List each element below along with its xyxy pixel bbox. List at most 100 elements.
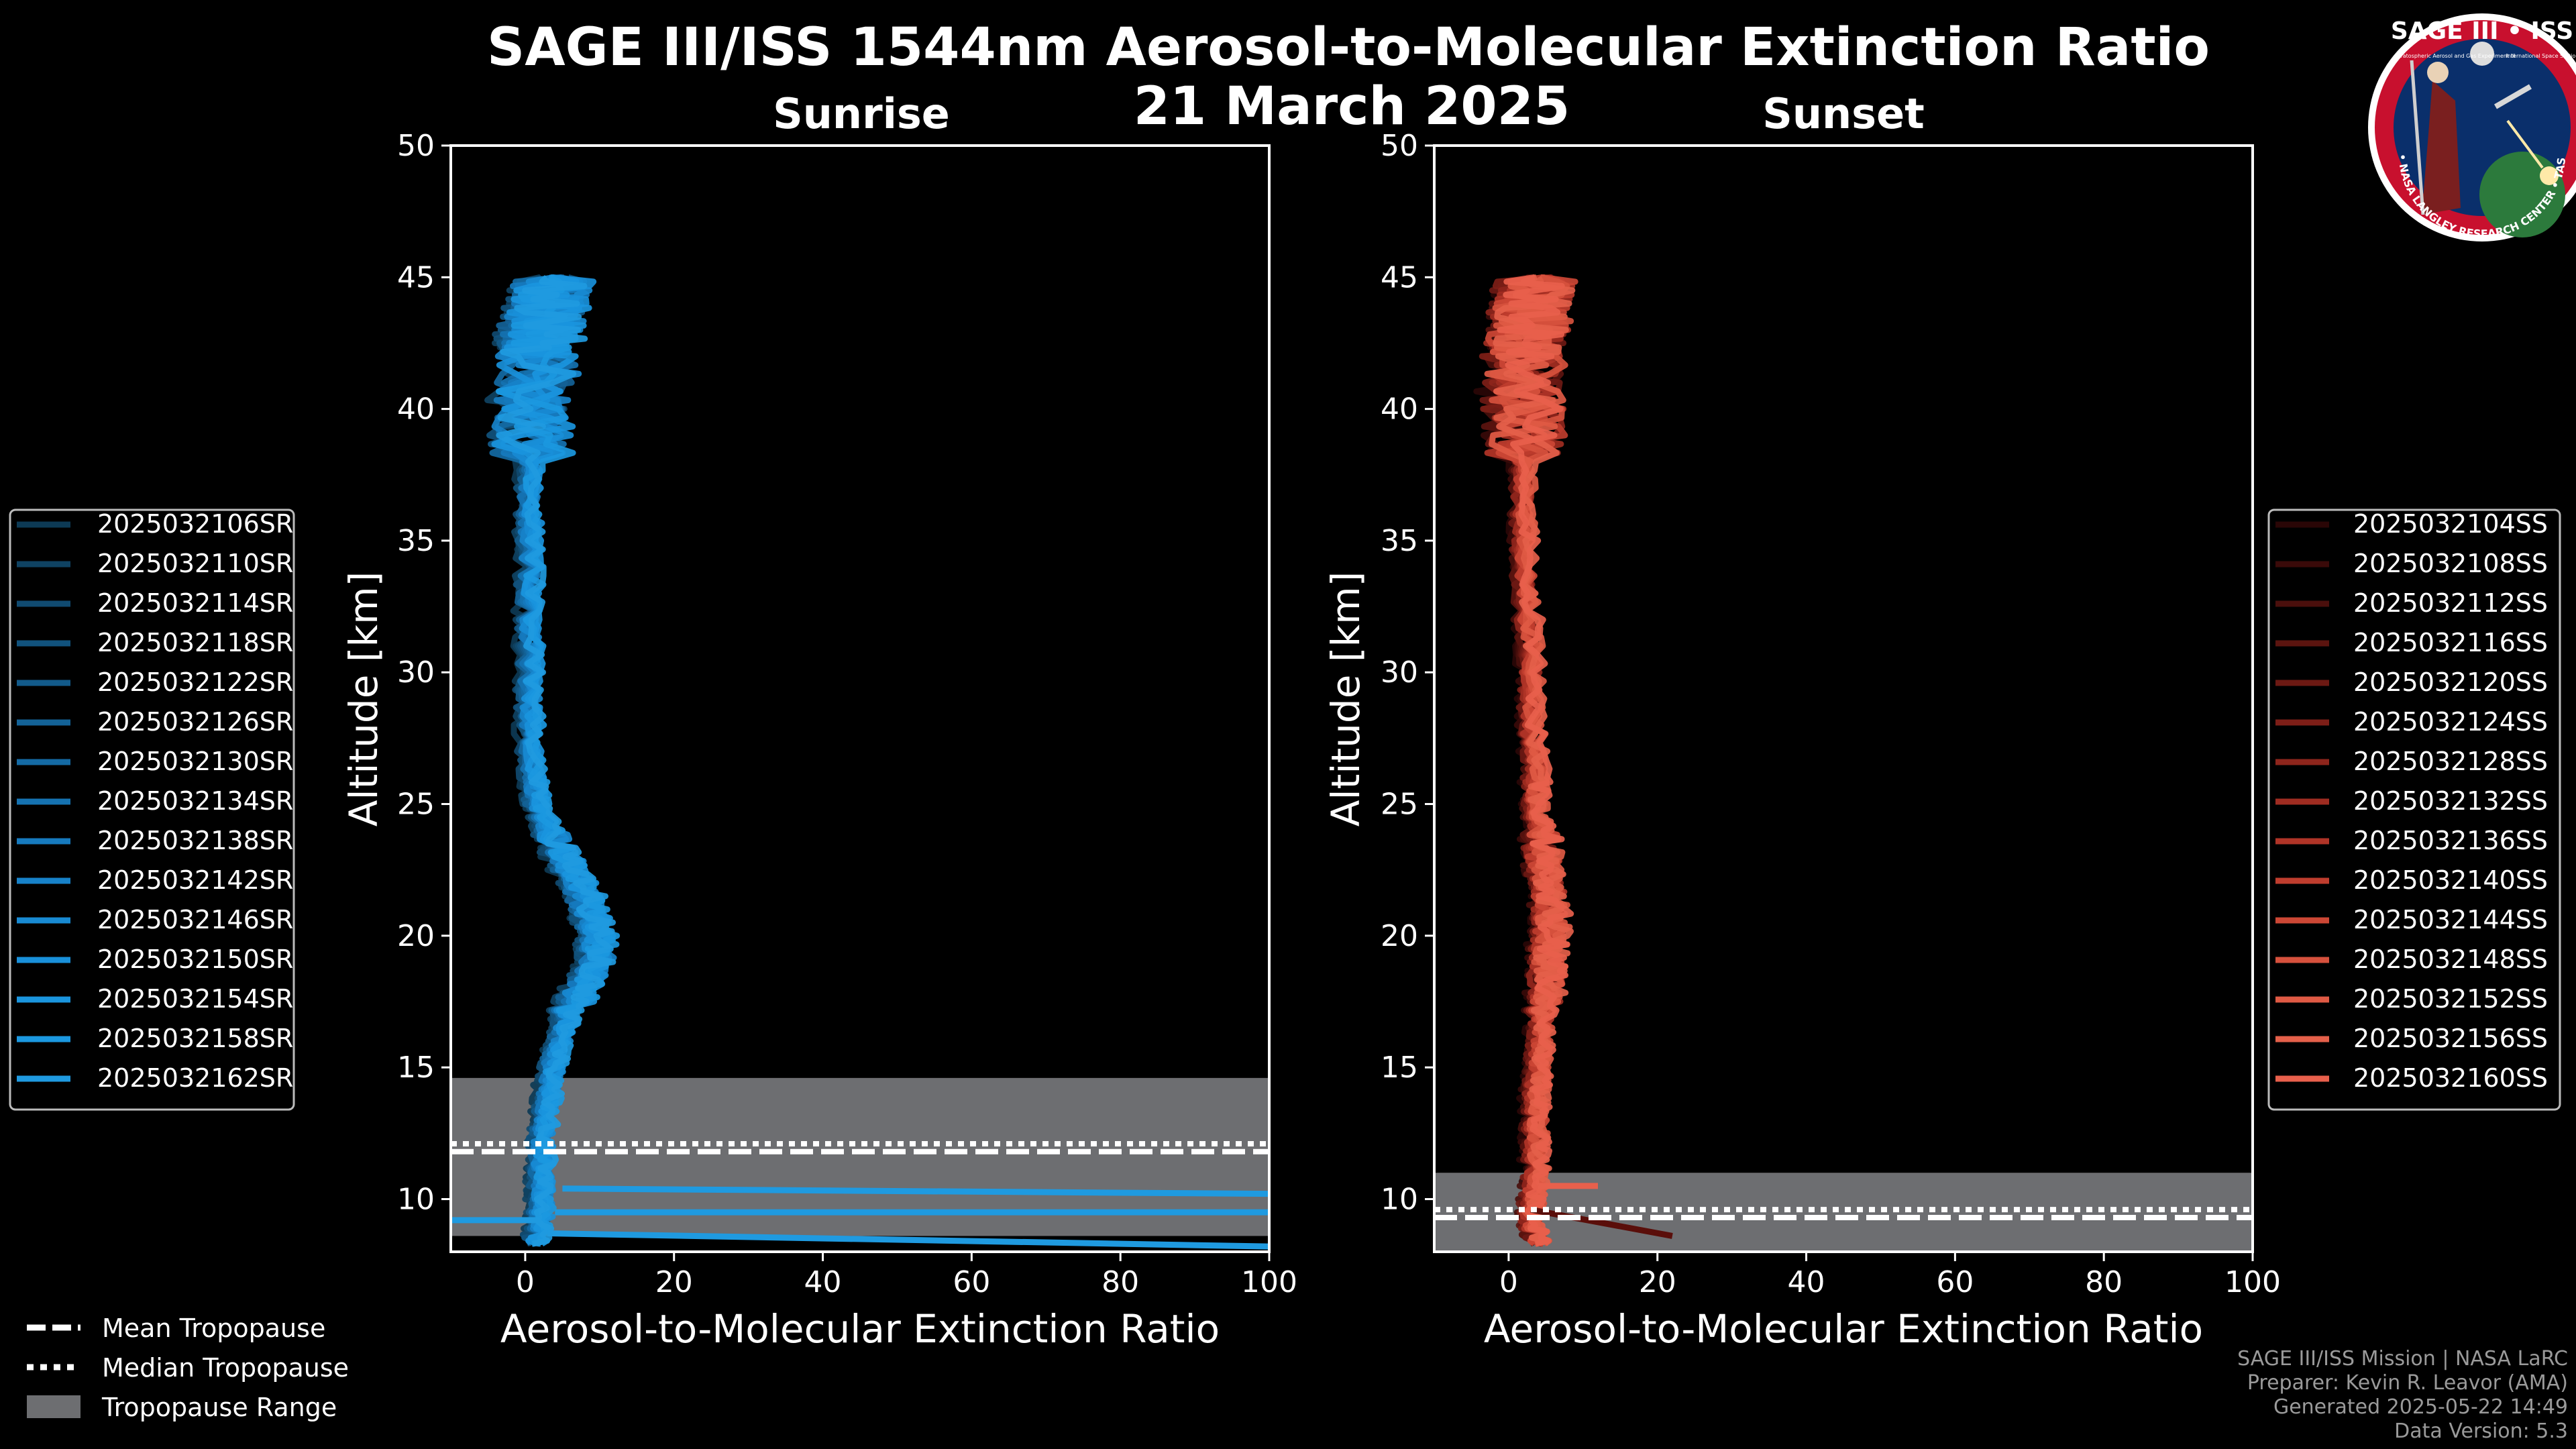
legend-label-2025032158SR: 2025032158SR (97, 1024, 293, 1053)
sunset-legend-box (2267, 508, 2561, 1111)
sunset-y-tick-label: 10 (1381, 1182, 1418, 1216)
sunset-y-axis-label: Altitude [km] (1323, 572, 1368, 826)
legend-label-2025032116SS: 2025032116SS (2353, 628, 2548, 657)
credit-mission: SAGE III/ISS Mission | NASA LaRC (2237, 1347, 2568, 1371)
sunrise-panel: 0 20 40 60 80 100 50 10 15 20 25 30 35 40 45 Aerosol-t… (341, 129, 1297, 1352)
sunset-low-level-streak (1530, 1206, 1673, 1239)
sunrise-x-tick-label: 100 (1241, 1265, 1297, 1299)
sunset-y-tick-label: 30 (1381, 655, 1418, 690)
sunrise-y-tick-label: 50 (397, 129, 435, 163)
sunrise-plot-area (451, 146, 1269, 1252)
sunrise-legend-box (9, 508, 295, 1111)
sun-beam-icon (2506, 119, 2544, 169)
staff-icon (2410, 60, 2425, 215)
sunset-legend: 2025032104SS 2025032108SS 2025032112SS 2025… (2267, 508, 2561, 1111)
legend-label-2025032136SS: 2025032136SS (2353, 826, 2548, 855)
legend-label-2025032132SS: 2025032132SS (2353, 786, 2548, 816)
legend-label-2025032138SR: 2025032138SR (97, 826, 293, 855)
tropopause-range-label: Tropopause Range (101, 1393, 337, 1422)
legend-label-2025032104SS: 2025032104SS (2353, 509, 2548, 539)
sunrise-x-tick-label: 60 (953, 1265, 990, 1299)
credits: SAGE III/ISS Mission | NASA LaRC Prepare… (2237, 1347, 2568, 1443)
sunrise-axes-frame (449, 144, 1271, 1253)
sunset-panel: 0 20 40 60 80 100 50 10 15 20 25 30 35 40 45 Aerosol-t… (1323, 129, 2281, 1352)
sunrise-y-tick-label: 25 (397, 788, 435, 822)
sunset-y-tick-label: 35 (1381, 524, 1418, 558)
legend-label-2025032128SS: 2025032128SS (2353, 747, 2548, 776)
sunset-y-tick-label: 20 (1381, 919, 1418, 953)
credit-preparer: Preparer: Kevin R. Leavor (AMA) (2247, 1371, 2568, 1395)
mean-tropopause-label: Mean Tropopause (102, 1313, 325, 1343)
legend-label-2025032146SR: 2025032146SR (97, 905, 293, 934)
sunrise-panel-title: Sunrise (773, 89, 950, 138)
sunset-x-tick-label: 20 (1639, 1265, 1676, 1299)
sunset-y-tick-label: 25 (1381, 788, 1418, 822)
sunset-x-tick-label: 40 (1788, 1265, 1825, 1299)
tropopause-range-swatch (27, 1395, 80, 1418)
legend-label-2025032154SR: 2025032154SR (97, 984, 293, 1014)
credit-generated: Generated 2025-05-22 14:49 (2273, 1395, 2568, 1419)
sunset-x-tick-label: 100 (2224, 1265, 2281, 1299)
moon-icon (2470, 42, 2494, 66)
sunrise-low-level-streak (562, 1185, 1269, 1197)
legend-label-2025032134SR: 2025032134SR (97, 786, 293, 816)
sunset-y-tick-label: 50 (1381, 129, 1418, 163)
legend-label-2025032118SR: 2025032118SR (97, 628, 293, 657)
sunset-panel-title: Sunset (1762, 89, 1925, 138)
profile-2025032150SR (496, 274, 611, 1247)
sunset-y-tick-label: 45 (1381, 260, 1418, 294)
sunset-y-tick-label: 15 (1381, 1051, 1418, 1085)
legend-label-2025032106SR: 2025032106SR (97, 509, 293, 539)
sunset-x-tick-label: 0 (1499, 1265, 1518, 1299)
legend-label-2025032144SS: 2025032144SS (2353, 905, 2548, 934)
legend-label-2025032150SR: 2025032150SR (97, 945, 293, 974)
legend-label-2025032130SR: 2025032130SR (97, 747, 293, 776)
profile-2025032162SR (496, 274, 616, 1247)
legend-label-2025032156SS: 2025032156SS (2353, 1024, 2548, 1053)
sunset-axes-frame (1433, 144, 2254, 1253)
legend-label-2025032112SS: 2025032112SS (2353, 588, 2548, 618)
figure-date: 21 March 2025 (1134, 76, 1570, 137)
legend-label-2025032120SS: 2025032120SS (2353, 667, 2548, 697)
legend-label-2025032122SR: 2025032122SR (97, 667, 293, 697)
iss-icon (2494, 84, 2532, 109)
profile-2025032156SS (1493, 274, 1576, 1246)
legend-label-2025032152SS: 2025032152SS (2353, 984, 2548, 1014)
sunrise-legend: 2025032106SR 2025032110SR 2025032114SR 2025… (9, 508, 295, 1111)
logo-subtitle-right: International Space Station (2506, 53, 2576, 59)
legend-label-2025032110SR: 2025032110SR (97, 549, 293, 578)
legend-label-2025032114SR: 2025032114SR (97, 588, 293, 618)
sunrise-x-tick-label: 20 (655, 1265, 693, 1299)
logo-title: SAGE III • ISS (2391, 17, 2573, 45)
figure-title: SAGE III/ISS 1544nm Aerosol-to-Molecular… (487, 17, 2210, 78)
sunrise-y-tick-label: 35 (397, 524, 435, 558)
legend-label-2025032124SS: 2025032124SS (2353, 707, 2548, 737)
legend-label-2025032108SS: 2025032108SS (2353, 549, 2548, 578)
sunrise-x-tick-label: 40 (804, 1265, 842, 1299)
sunrise-y-tick-label: 45 (397, 260, 435, 294)
legend-label-2025032162SR: 2025032162SR (97, 1063, 293, 1093)
sunset-x-tick-label: 80 (2085, 1265, 2123, 1299)
sunset-x-tick-label: 60 (1936, 1265, 1974, 1299)
sunrise-y-axis-label: Altitude [km] (341, 572, 386, 826)
astronomer-head-icon (2427, 62, 2449, 83)
sunrise-y-tick-label: 10 (397, 1182, 435, 1216)
logo-subtitle-left: Stratospheric Aerosol and Gas Experiment… (2395, 53, 2515, 59)
sun-icon (2540, 166, 2559, 185)
sunrise-x-axis-label: Aerosol-to-Molecular Extinction Ratio (500, 1306, 1220, 1352)
sunset-y-tick-label: 40 (1381, 392, 1418, 427)
sunrise-x-tick-label: 0 (516, 1265, 535, 1299)
sunrise-x-tick-label: 80 (1102, 1265, 1139, 1299)
legend-label-2025032142SR: 2025032142SR (97, 865, 293, 895)
sunrise-y-tick-label: 30 (397, 655, 435, 690)
tropopause-legend: Mean Tropopause Median Tropopause Tropop… (27, 1313, 349, 1422)
sunrise-y-tick-label: 20 (397, 919, 435, 953)
legend-label-2025032148SS: 2025032148SS (2353, 945, 2548, 974)
sunrise-y-tick-label: 15 (397, 1051, 435, 1085)
legend-label-2025032140SS: 2025032140SS (2353, 865, 2548, 895)
legend-label-2025032126SR: 2025032126SR (97, 707, 293, 737)
legend-label-2025032160SS: 2025032160SS (2353, 1063, 2548, 1093)
median-tropopause-label: Median Tropopause (102, 1353, 349, 1383)
credit-data-version: Data Version: 5.3 (2394, 1419, 2568, 1443)
